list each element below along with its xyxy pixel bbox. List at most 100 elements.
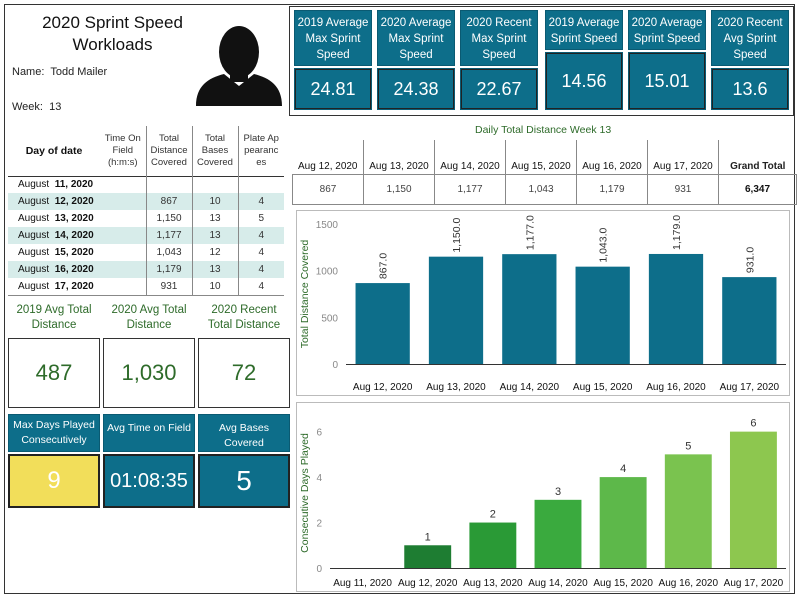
bar bbox=[428, 256, 484, 364]
y-tick-label: 2 bbox=[316, 519, 322, 530]
week-label: Week: bbox=[12, 101, 43, 113]
player-name: Todd Mailer bbox=[50, 66, 108, 78]
bar bbox=[648, 253, 704, 364]
table-row: August 13, 2020 1,150 13 5 bbox=[8, 210, 284, 227]
dist-cell: 931 bbox=[647, 173, 719, 205]
bar bbox=[469, 522, 517, 568]
x-tick-label: Aug 15, 2020 bbox=[573, 382, 633, 393]
dist-col-header: Aug 14, 2020 bbox=[434, 140, 506, 174]
dist-col-header: Aug 17, 2020 bbox=[647, 140, 719, 174]
chart-border bbox=[296, 402, 790, 592]
y-tick-label: 0 bbox=[332, 360, 338, 371]
x-tick-label: Aug 17, 2020 bbox=[724, 578, 784, 589]
bar bbox=[664, 454, 712, 568]
value-2020-recent-total-distance: 72 bbox=[198, 338, 290, 408]
kpi-label-2020-avg-max-sprint: 2020 Average Max Sprint Speed bbox=[377, 10, 455, 66]
kpi-label-2020-recent-max-sprint: 2020 Recent Max Sprint Speed bbox=[460, 10, 538, 66]
label-2019-avg-total-distance: 2019 Avg Total Distance bbox=[16, 304, 92, 331]
kpi-value-2020-avg-max-sprint: 24.38 bbox=[377, 68, 455, 110]
x-tick-label: Aug 14, 2020 bbox=[500, 382, 560, 393]
distance-table-title: Daily Total Distance Week 13 bbox=[475, 124, 612, 136]
dist-cell: 1,179 bbox=[576, 173, 648, 205]
label-avg-bases-covered: Avg Bases Covered bbox=[198, 414, 290, 452]
label-avg-time-on-field: Avg Time on Field bbox=[103, 414, 195, 452]
kpi-value-2019-avg-sprint: 14.56 bbox=[545, 52, 623, 110]
data-label: 867.0 bbox=[378, 253, 390, 279]
label-max-days-played: Max Days Played Consecutively bbox=[8, 414, 100, 452]
distance-header-row: Aug 12, 2020 Aug 13, 2020 Aug 14, 2020 A… bbox=[292, 140, 797, 174]
bar bbox=[502, 254, 557, 364]
table-row: August 14, 2020 1,177 13 4 bbox=[8, 227, 284, 244]
y-axis-label: Consecutive Days Played bbox=[299, 433, 311, 553]
kpi-label-2019-avg-sprint: 2019 Average Sprint Speed bbox=[545, 10, 623, 50]
dist-col-header: Aug 16, 2020 bbox=[576, 140, 648, 174]
kpi-value-2020-recent-max-sprint: 22.67 bbox=[460, 68, 538, 110]
kpi-value-2020-recent-avg-sprint: 13.6 bbox=[711, 68, 789, 110]
dist-cell: 1,043 bbox=[505, 173, 577, 205]
bar bbox=[722, 277, 777, 364]
bar bbox=[729, 431, 777, 568]
bar bbox=[575, 266, 630, 364]
avatar-silhouette-icon bbox=[196, 26, 282, 106]
table-header-row: Day of date Time On Field (h:m:s) Total … bbox=[8, 126, 284, 176]
data-label: 1,043.0 bbox=[598, 227, 610, 262]
dist-col-header: Aug 15, 2020 bbox=[505, 140, 577, 174]
data-label: 1,179.0 bbox=[671, 215, 683, 250]
data-label: 4 bbox=[620, 463, 626, 475]
week-value: 13 bbox=[49, 101, 62, 113]
x-tick-label: Aug 17, 2020 bbox=[720, 382, 780, 393]
table-row: August 15, 2020 1,043 12 4 bbox=[8, 244, 284, 261]
x-tick-label: Aug 12, 2020 bbox=[398, 578, 458, 589]
dist-col-header: Aug 13, 2020 bbox=[363, 140, 435, 174]
y-tick-label: 1500 bbox=[316, 220, 339, 231]
y-tick-label: 0 bbox=[316, 564, 322, 575]
label-2020-recent-total-distance: 2020 Recent Total Distance bbox=[207, 304, 281, 331]
value-max-days-played: 9 bbox=[8, 454, 100, 508]
data-label: 2 bbox=[490, 509, 496, 521]
x-tick-label: Aug 11, 2020 bbox=[333, 578, 392, 589]
dist-cell-grand-total: 6,347 bbox=[718, 173, 797, 205]
table-row: August 11, 2020 bbox=[8, 176, 284, 193]
col-header-time: Time On Field (h:m:s) bbox=[100, 126, 147, 176]
consecutive-days-bar-chart: Consecutive Days Played 0 2 4 6 Aug 11, 2020 A… bbox=[296, 402, 790, 592]
col-header-distance: Total Distance Covered bbox=[146, 126, 193, 176]
y-tick-label: 1000 bbox=[316, 267, 339, 278]
data-label: 1 bbox=[425, 531, 431, 543]
bar bbox=[599, 477, 647, 568]
data-label: 5 bbox=[685, 440, 691, 452]
x-tick-label: Aug 16, 2020 bbox=[646, 382, 706, 393]
x-tick-label: Aug 16, 2020 bbox=[659, 578, 719, 589]
daily-workload-table: Day of date Time On Field (h:m:s) Total … bbox=[8, 126, 284, 296]
kpi-label-2020-recent-avg-sprint: 2020 Recent Avg Sprint Speed bbox=[711, 10, 789, 66]
chart-border bbox=[296, 210, 790, 396]
kpi-label-2019-avg-max-sprint: 2019 Average Max Sprint Speed bbox=[294, 10, 372, 66]
data-label: 931.0 bbox=[744, 247, 756, 273]
dist-cell: 867 bbox=[292, 173, 364, 205]
x-tick-label: Aug 15, 2020 bbox=[593, 578, 653, 589]
col-header-pa: Plate Ap pearanc es bbox=[243, 132, 279, 168]
y-tick-label: 500 bbox=[321, 313, 338, 324]
kpi-label-2020-avg-sprint: 2020 Average Sprint Speed bbox=[628, 10, 706, 50]
x-tick-label: Aug 14, 2020 bbox=[528, 578, 588, 589]
week-row: Week: 13 bbox=[12, 101, 61, 113]
data-label: 6 bbox=[750, 418, 756, 430]
bar bbox=[534, 499, 582, 568]
bar bbox=[355, 283, 410, 364]
dist-cell: 1,150 bbox=[363, 173, 435, 205]
kpi-value-2019-avg-max-sprint: 24.81 bbox=[294, 68, 372, 110]
label-2020-avg-total-distance: 2020 Avg Total Distance bbox=[111, 304, 187, 331]
distance-bar-chart: Total Distance Covered 0 500 1000 1500 Aug 12… bbox=[296, 210, 790, 396]
dist-col-header-grand-total: Grand Total bbox=[730, 160, 786, 172]
kpi-value-2020-avg-sprint: 15.01 bbox=[628, 52, 706, 110]
y-axis-label: Total Distance Covered bbox=[299, 240, 311, 349]
daily-distance-table: Aug 12, 2020 Aug 13, 2020 Aug 14, 2020 A… bbox=[292, 140, 797, 205]
dist-col-header: Aug 12, 2020 bbox=[292, 140, 364, 174]
name-label: Name: bbox=[12, 66, 45, 78]
dashboard-title: 2020 Sprint Speed Workloads bbox=[42, 13, 183, 54]
x-tick-label: Aug 13, 2020 bbox=[463, 578, 523, 589]
bar bbox=[404, 545, 452, 568]
col-header-day: Day of date bbox=[25, 144, 83, 157]
x-tick-label: Aug 12, 2020 bbox=[353, 382, 413, 393]
value-avg-bases-covered: 5 bbox=[198, 454, 290, 508]
dist-cell: 1,177 bbox=[434, 173, 506, 205]
